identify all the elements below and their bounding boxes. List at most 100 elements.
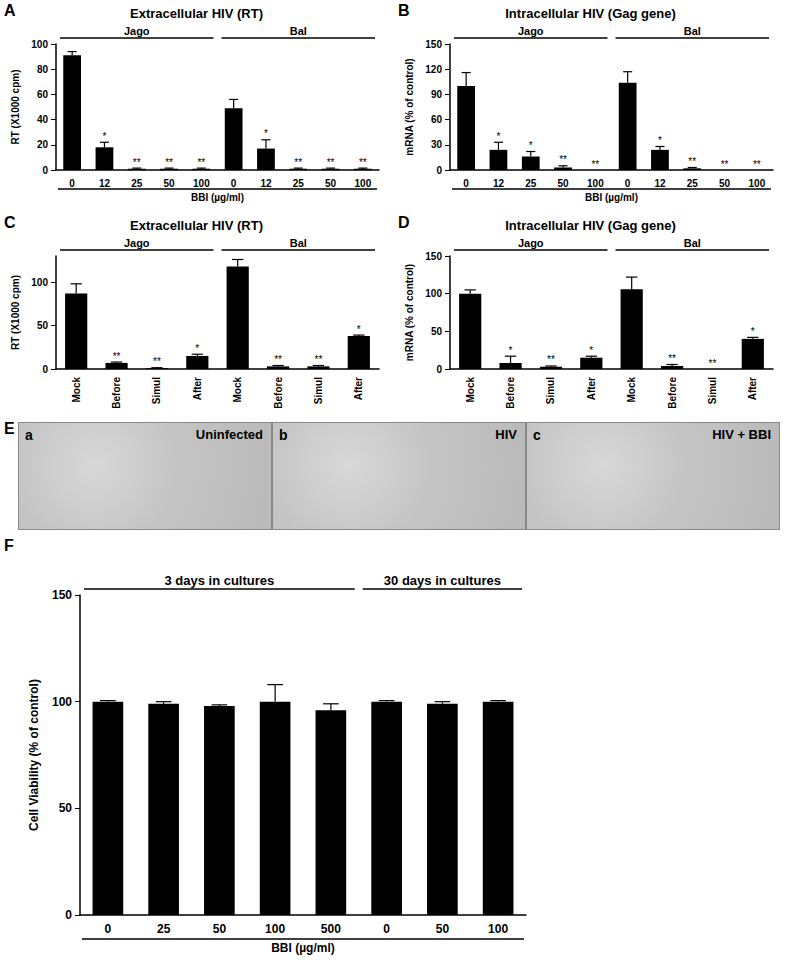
- svg-text:**: **: [591, 159, 599, 170]
- svg-text:BBI (µg/ml): BBI (µg/ml): [585, 192, 638, 203]
- svg-text:**: **: [113, 351, 121, 362]
- svg-text:*: *: [357, 324, 361, 335]
- svg-text:50: 50: [37, 320, 49, 331]
- svg-text:90: 90: [431, 89, 443, 100]
- svg-text:After: After: [192, 377, 203, 400]
- svg-text:0: 0: [69, 178, 75, 189]
- svg-text:*: *: [264, 128, 268, 139]
- svg-text:**: **: [547, 354, 555, 365]
- svg-text:F: F: [4, 537, 14, 554]
- svg-text:BBI (µg/ml): BBI (µg/ml): [271, 941, 335, 955]
- svg-text:50: 50: [436, 922, 450, 936]
- svg-text:**: **: [133, 157, 141, 168]
- svg-text:Extracellular HIV (RT): Extracellular HIV (RT): [130, 218, 263, 233]
- svg-text:100: 100: [52, 695, 72, 709]
- svg-text:**: **: [668, 353, 676, 364]
- svg-text:After: After: [747, 377, 758, 400]
- svg-text:100: 100: [265, 922, 285, 936]
- svg-text:100: 100: [749, 178, 766, 189]
- svg-text:50: 50: [163, 178, 175, 189]
- svg-text:Before: Before: [505, 377, 516, 409]
- svg-text:60: 60: [37, 89, 49, 100]
- svg-text:12: 12: [260, 178, 272, 189]
- svg-text:0: 0: [383, 922, 390, 936]
- svg-text:40: 40: [37, 114, 49, 125]
- svg-text:Simul: Simul: [707, 377, 718, 404]
- svg-text:Intracellular HIV (Gag gene): Intracellular HIV (Gag gene): [505, 218, 676, 233]
- svg-text:150: 150: [425, 251, 442, 262]
- svg-text:**: **: [165, 157, 173, 168]
- svg-text:**: **: [315, 354, 323, 365]
- svg-text:**: **: [197, 157, 205, 168]
- svg-text:25: 25: [525, 178, 537, 189]
- svg-text:**: **: [721, 159, 729, 170]
- svg-text:**: **: [274, 354, 282, 365]
- svg-text:100: 100: [193, 178, 210, 189]
- svg-text:*: *: [751, 326, 755, 337]
- svg-text:0: 0: [105, 922, 112, 936]
- svg-text:*: *: [509, 345, 513, 356]
- svg-text:30 days in cultures: 30 days in cultures: [384, 573, 501, 588]
- svg-text:150: 150: [52, 588, 72, 602]
- svg-text:Jago: Jago: [124, 237, 150, 249]
- svg-text:0: 0: [463, 178, 469, 189]
- svg-text:80: 80: [37, 64, 49, 75]
- svg-text:*: *: [102, 131, 106, 142]
- svg-text:Jago: Jago: [518, 25, 544, 37]
- svg-text:mRNA (% of control): mRNA (% of control): [404, 264, 415, 361]
- svg-text:Simul: Simul: [313, 377, 324, 404]
- svg-text:25: 25: [157, 922, 171, 936]
- svg-text:After: After: [586, 377, 597, 400]
- svg-text:Simul: Simul: [151, 377, 162, 404]
- svg-text:0: 0: [231, 178, 237, 189]
- svg-text:*: *: [195, 343, 199, 354]
- svg-text:25: 25: [131, 178, 143, 189]
- svg-text:**: **: [709, 358, 717, 369]
- svg-text:**: **: [327, 157, 335, 168]
- svg-text:**: **: [359, 157, 367, 168]
- svg-text:3 days in cultures: 3 days in cultures: [164, 573, 274, 588]
- svg-text:50: 50: [431, 326, 443, 337]
- svg-text:*: *: [529, 140, 533, 151]
- svg-text:**: **: [559, 154, 567, 165]
- svg-text:0: 0: [42, 364, 48, 375]
- svg-text:150: 150: [425, 39, 442, 50]
- svg-text:Before: Before: [111, 377, 122, 409]
- svg-text:100: 100: [425, 288, 442, 299]
- svg-text:mRNA (% of control): mRNA (% of control): [404, 58, 415, 155]
- svg-text:Jago: Jago: [124, 25, 150, 37]
- svg-text:Before: Before: [667, 377, 678, 409]
- svg-text:100: 100: [31, 277, 48, 288]
- svg-text:50: 50: [719, 178, 731, 189]
- svg-text:*: *: [496, 131, 500, 142]
- svg-text:**: **: [153, 356, 161, 367]
- svg-text:12: 12: [493, 178, 505, 189]
- svg-text:Before: Before: [273, 377, 284, 409]
- svg-text:Bal: Bal: [290, 237, 307, 249]
- svg-text:120: 120: [425, 64, 442, 75]
- svg-text:Bal: Bal: [684, 25, 701, 37]
- svg-text:60: 60: [431, 114, 443, 125]
- svg-text:RT (X1000 cpm): RT (X1000 cpm): [10, 69, 21, 144]
- svg-text:500: 500: [321, 922, 341, 936]
- svg-text:*: *: [658, 135, 662, 146]
- svg-text:After: After: [353, 377, 364, 400]
- svg-text:Jago: Jago: [518, 237, 544, 249]
- svg-text:C: C: [4, 214, 16, 231]
- svg-text:0: 0: [65, 908, 72, 922]
- svg-text:Mock: Mock: [465, 377, 476, 403]
- svg-text:Cell Viability (% of control): Cell Viability (% of control): [27, 679, 41, 831]
- svg-text:RT (X1000 cpm): RT (X1000 cpm): [10, 275, 21, 350]
- svg-text:25: 25: [293, 178, 305, 189]
- svg-text:12: 12: [99, 178, 111, 189]
- svg-text:50: 50: [59, 801, 73, 815]
- svg-text:*: *: [589, 345, 593, 356]
- svg-text:25: 25: [687, 178, 699, 189]
- svg-text:Mock: Mock: [232, 377, 243, 403]
- svg-text:100: 100: [488, 922, 508, 936]
- svg-text:0: 0: [436, 165, 442, 176]
- svg-text:Extracellular HIV (RT): Extracellular HIV (RT): [130, 6, 263, 21]
- svg-text:Bal: Bal: [684, 237, 701, 249]
- svg-text:50: 50: [557, 178, 569, 189]
- svg-text:**: **: [294, 157, 302, 168]
